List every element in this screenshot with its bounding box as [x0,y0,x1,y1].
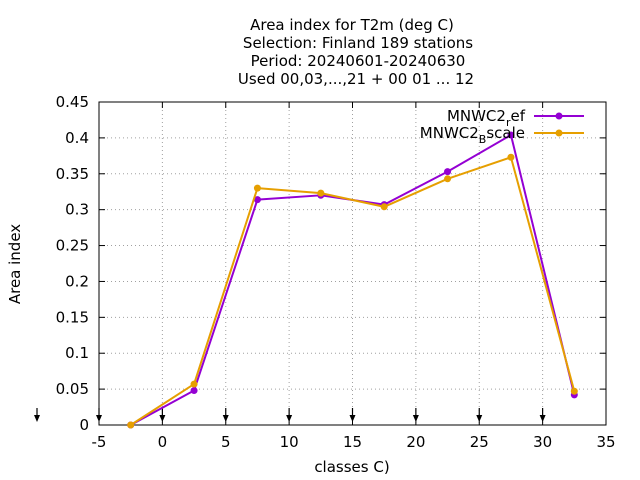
chart-title: Area index for T2m (deg C) Selection: Fi… [238,16,474,88]
y-tick-label: 0.1 [65,344,89,362]
observation-arrow [34,408,40,422]
y-tick-label: 0.2 [65,272,89,290]
observation-arrow [159,408,166,422]
y-tick-label: 0 [79,416,89,434]
y-tick-label: 0.3 [65,201,89,219]
observation-arrow [539,408,546,422]
title-line-3: Period: 20240601-20240630 [251,52,466,70]
y-tick-labels: 0 0.05 0.1 0.15 0.2 0.25 0.3 0.35 0.4 0.45 [56,93,89,434]
x-tick-label: 30 [533,433,552,451]
legend-entry: MNWC2ref [447,107,584,129]
y-tick-label: 0.05 [56,380,89,398]
observation-arrow [222,408,229,422]
series-layer [127,131,578,429]
legend-entry: MNWC2Bscale [420,124,584,146]
x-tick-label: -5 [92,433,107,451]
x-tick-label: 15 [343,433,362,451]
y-tick-label: 0.15 [56,308,89,326]
data-point [380,203,388,211]
data-point [570,387,578,395]
x-tick-label: 20 [406,433,425,451]
grid-layer [99,102,606,425]
observation-arrow [349,408,356,422]
y-tick-label: 0.25 [56,237,89,255]
data-point [253,184,261,192]
observation-arrow [476,408,483,422]
legend-label: MNWC2Bscale [420,124,525,146]
data-point [317,189,325,197]
data-point [444,175,452,183]
data-point [253,196,261,204]
x-tick-label: 0 [158,433,168,451]
series-line [130,156,576,426]
data-point [190,380,198,388]
x-tick-label: 35 [596,433,615,451]
observation-arrow [96,408,102,422]
series-MNWC2_Bscale [127,153,578,429]
x-tick-label: 5 [221,433,231,451]
data-point [507,153,515,161]
title-line-2: Selection: Finland 189 stations [243,34,473,52]
observation-arrow [412,408,419,422]
title-line-4: Used 00,03,...,21 + 00 01 ... 12 [238,70,474,88]
legend-swatch-point [555,129,563,137]
legend-swatch-point [555,112,563,120]
observation-arrow [286,408,293,422]
x-tick-label: 25 [470,433,489,451]
data-point [190,387,198,395]
x-tick-labels: -5 0 5 10 15 20 25 30 35 [92,433,616,451]
y-tick-label: 0.4 [65,129,89,147]
y-tick-label: 0.35 [56,165,89,183]
observation-arrows [34,408,546,422]
data-point [507,131,515,139]
x-tick-label: 10 [280,433,299,451]
data-point [127,421,135,429]
x-axis-label: classes C) [314,458,389,476]
data-point [444,168,452,176]
title-line-1: Area index for T2m (deg C) [250,16,454,34]
legend-label: MNWC2ref [447,107,526,129]
y-tick-label: 0.45 [56,93,89,111]
y-axis-label: Area index [6,224,24,304]
